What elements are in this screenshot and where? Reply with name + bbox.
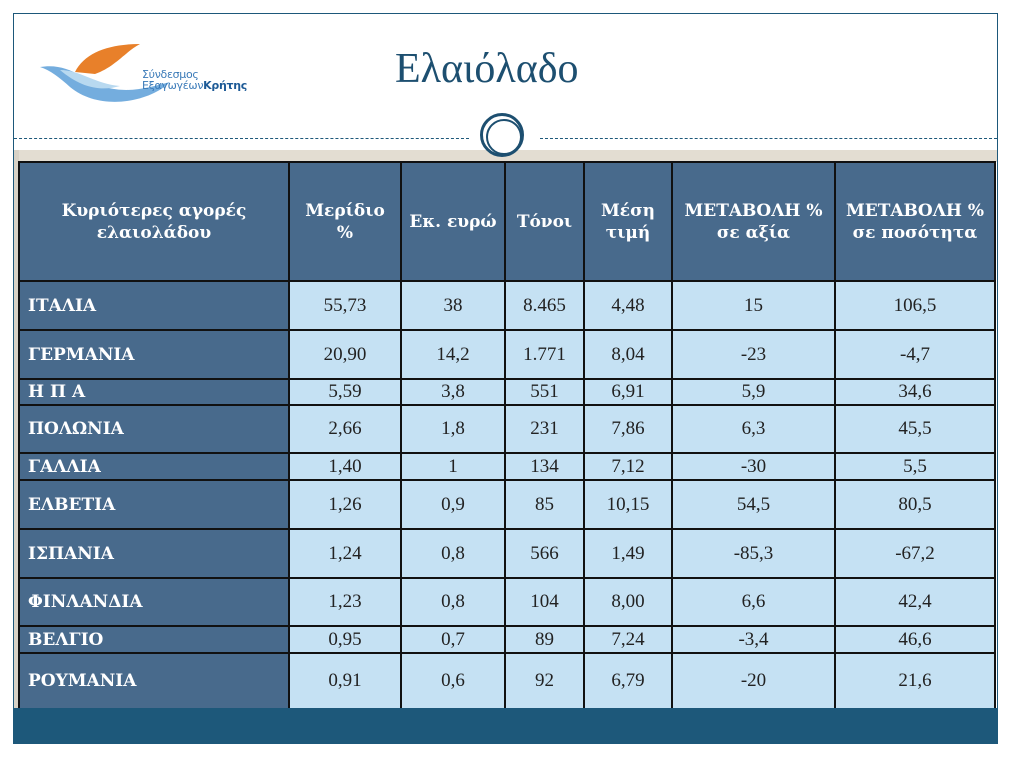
value-cell: 34,6 [834,378,996,406]
country-cell: ΦΙΝΛΑΝΔΙΑ [18,577,290,627]
value-cell: 1.771 [504,329,585,380]
country-cell: ΙΣΠΑΝΙΑ [18,528,290,579]
value-cell: 8.465 [504,280,585,331]
country-cell: ΡΟΥΜΑΝΙΑ [18,652,290,710]
value-cell: -4,7 [834,329,996,380]
column-header: Μέση τιμή [583,161,673,282]
table-row: ΓΑΛΛΙΑ 1,40 1 134 7,12 -30 5,5 [18,452,996,481]
column-header: Κυριότερες αγορές ελαιολάδου [18,161,290,282]
value-cell: 1,24 [288,528,402,579]
value-cell: 1,49 [583,528,673,579]
value-cell: 1,26 [288,479,402,530]
value-cell: 0,9 [400,479,506,530]
value-cell: 134 [504,452,585,481]
country-cell: ΕΛΒΕΤΙΑ [18,479,290,530]
divider [540,138,997,139]
value-cell: 38 [400,280,506,331]
value-cell: -20 [671,652,836,710]
table-row: ΒΕΛΓΙΟ 0,95 0,7 89 7,24 -3,4 46,6 [18,625,996,654]
value-cell: 6,3 [671,404,836,454]
value-cell: 104 [504,577,585,627]
value-cell: 85 [504,479,585,530]
value-cell: 8,04 [583,329,673,380]
page-title: Ελαιόλαδο [395,46,579,92]
value-cell: 6,79 [583,652,673,710]
column-header: Τόνοι [504,161,585,282]
value-cell: 231 [504,404,585,454]
value-cell: 46,6 [834,625,996,654]
value-cell: 54,5 [671,479,836,530]
logo-text: Σύνδεσμος ΕξαγωγέωνΚρήτης [142,68,247,92]
table-row: ΕΛΒΕΤΙΑ 1,26 0,9 85 10,15 54,5 80,5 [18,479,996,530]
value-cell: 45,5 [834,404,996,454]
value-cell: 5,5 [834,452,996,481]
country-cell: ΠΟΛΩΝΙΑ [18,404,290,454]
value-cell: 6,91 [583,378,673,406]
value-cell: 7,12 [583,452,673,481]
value-cell: -85,3 [671,528,836,579]
table-row: Η Π Α 5,59 3,8 551 6,91 5,9 34,6 [18,378,996,406]
value-cell: 10,15 [583,479,673,530]
value-cell: -23 [671,329,836,380]
value-cell: 0,91 [288,652,402,710]
table-row: ΡΟΥΜΑΝΙΑ 0,91 0,6 92 6,79 -20 21,6 [18,652,996,710]
divider [14,138,469,139]
value-cell: 4,48 [583,280,673,331]
country-cell: ΙΤΑΛΙΑ [18,280,290,331]
logo-leaf-icon [40,44,170,102]
column-header: Μερίδιο % [288,161,402,282]
value-cell: 42,4 [834,577,996,627]
value-cell: 2,66 [288,404,402,454]
value-cell: 55,73 [288,280,402,331]
value-cell: 0,8 [400,528,506,579]
country-cell: ΒΕΛΓΙΟ [18,625,290,654]
column-header: ΜΕΤΑΒΟΛΗ % σε ποσότητα [834,161,996,282]
value-cell: 3,8 [400,378,506,406]
value-cell: 5,59 [288,378,402,406]
value-cell: 106,5 [834,280,996,331]
value-cell: 0,6 [400,652,506,710]
table-row: ΓΕΡΜΑΝΙΑ 20,90 14,2 1.771 8,04 -23 -4,7 [18,329,996,380]
country-cell: ΓΕΡΜΑΝΙΑ [18,329,290,380]
table-row: ΙΣΠΑΝΙΑ 1,24 0,8 566 1,49 -85,3 -67,2 [18,528,996,579]
value-cell: 7,86 [583,404,673,454]
olive-oil-markets-table: Κυριότερες αγορές ελαιολάδου Μερίδιο % Ε… [18,161,996,710]
footer-bar [14,708,997,743]
value-cell: 1,23 [288,577,402,627]
table-row: ΦΙΝΛΑΝΔΙΑ 1,23 0,8 104 8,00 6,6 42,4 [18,577,996,627]
band-left [14,150,19,710]
country-cell: ΓΑΛΛΙΑ [18,452,290,481]
value-cell: 92 [504,652,585,710]
value-cell: 7,24 [583,625,673,654]
value-cell: 5,9 [671,378,836,406]
value-cell: 1 [400,452,506,481]
value-cell: 1,8 [400,404,506,454]
value-cell: 1,40 [288,452,402,481]
table-row: ΠΟΛΩΝΙΑ 2,66 1,8 231 7,86 6,3 45,5 [18,404,996,454]
table-row: ΙΤΑΛΙΑ 55,73 38 8.465 4,48 15 106,5 [18,280,996,331]
column-header: ΜΕΤΑΒΟΛΗ % σε αξία [671,161,836,282]
value-cell: -67,2 [834,528,996,579]
value-cell: 566 [504,528,585,579]
logo: Σύνδεσμος ΕξαγωγέωνΚρήτης [40,42,247,108]
value-cell: 6,6 [671,577,836,627]
value-cell: 0,8 [400,577,506,627]
country-cell: Η Π Α [18,378,290,406]
value-cell: 15 [671,280,836,331]
value-cell: 89 [504,625,585,654]
value-cell: -3,4 [671,625,836,654]
value-cell: 21,6 [834,652,996,710]
column-header: Εκ. ευρώ [400,161,506,282]
value-cell: 80,5 [834,479,996,530]
value-cell: 0,95 [288,625,402,654]
value-cell: 0,7 [400,625,506,654]
value-cell: -30 [671,452,836,481]
value-cell: 14,2 [400,329,506,380]
table-header-row: Κυριότερες αγορές ελαιολάδου Μερίδιο % Ε… [18,161,996,282]
value-cell: 551 [504,378,585,406]
circle-ornament-icon [480,113,524,157]
value-cell: 8,00 [583,577,673,627]
value-cell: 20,90 [288,329,402,380]
